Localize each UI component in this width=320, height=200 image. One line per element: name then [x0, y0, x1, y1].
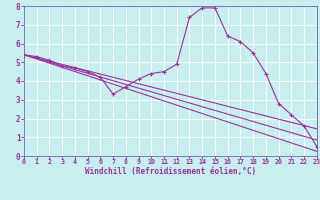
- X-axis label: Windchill (Refroidissement éolien,°C): Windchill (Refroidissement éolien,°C): [85, 167, 256, 176]
